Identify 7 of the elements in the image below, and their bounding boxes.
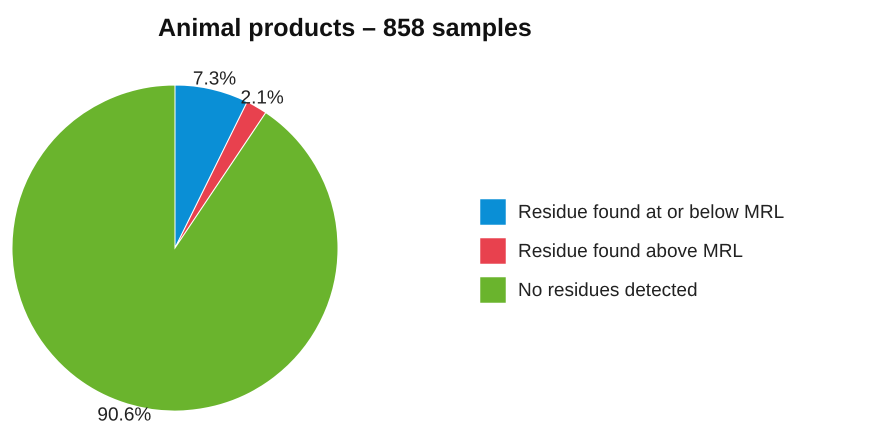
legend-label: No residues detected (518, 280, 698, 301)
chart-title: Animal products – 858 samples (158, 14, 532, 42)
data-label: 7.3% (192, 68, 236, 90)
data-label: 90.6% (97, 404, 152, 423)
data-label: 2.1% (240, 87, 284, 108)
legend-label: Residue found above MRL (518, 241, 743, 262)
legend-label: Residue found at or below MRL (518, 202, 784, 223)
